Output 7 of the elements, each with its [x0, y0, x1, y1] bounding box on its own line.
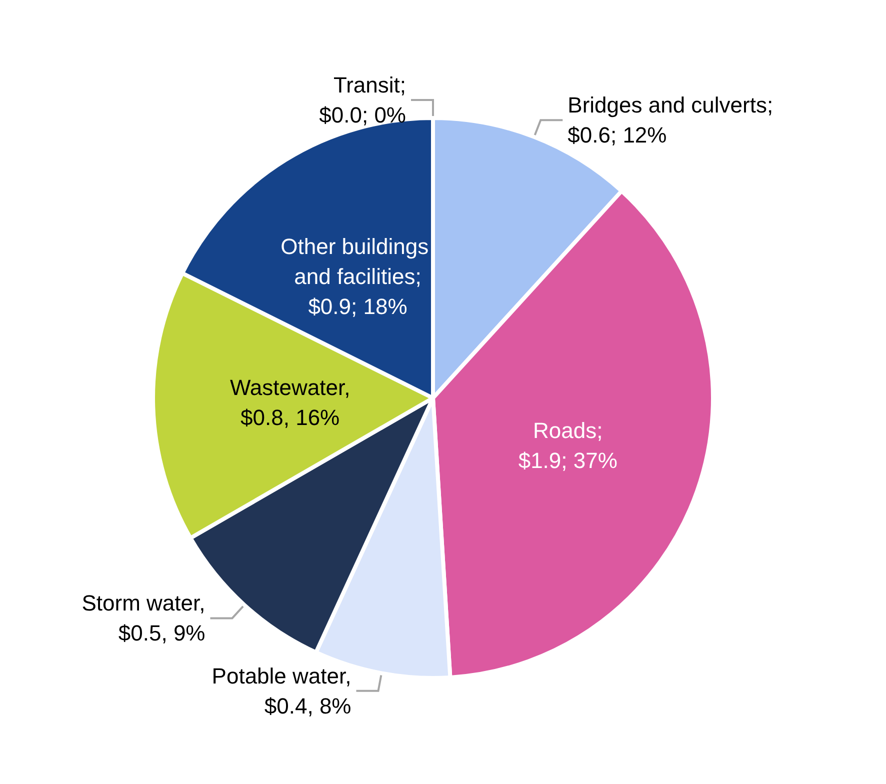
slice-label: Potable water, $0.4, 8%	[212, 663, 352, 718]
slice-label: Bridges and culverts; $0.6; 12%	[568, 92, 774, 148]
slice-label: Storm water, $0.5, 9%	[82, 590, 206, 646]
legend-label: Transit; $0.0; 0%	[319, 72, 406, 128]
slice-label: Roads; $1.9; 37%	[518, 418, 618, 474]
slice-label: Wastewater, $0.8, 16%	[230, 374, 350, 430]
slice-label: Other buildings and facilities; $0.9; 18%	[280, 234, 435, 319]
